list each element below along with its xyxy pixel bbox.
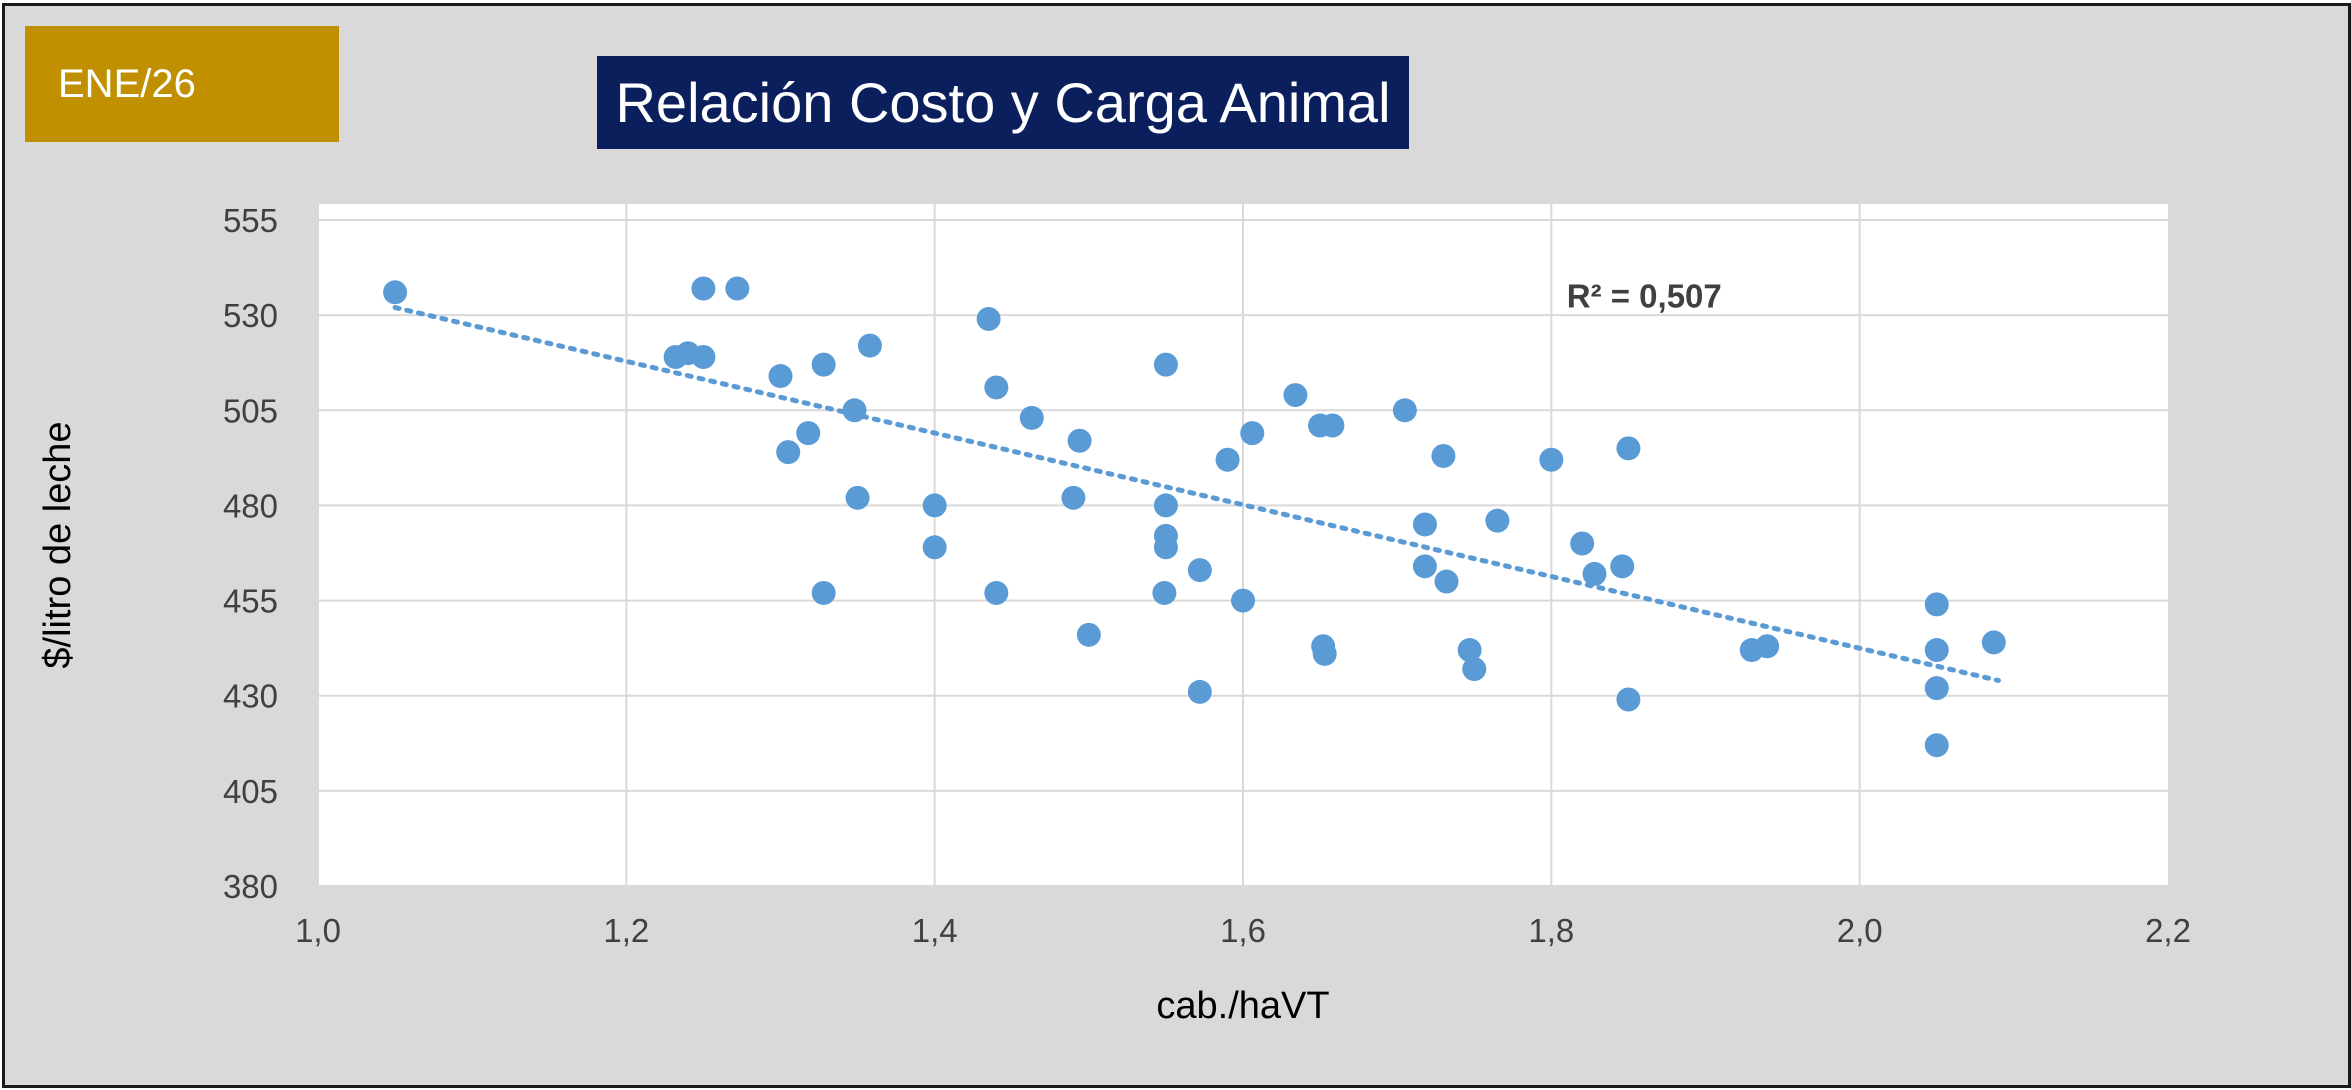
- trendline-group: [392, 305, 2001, 683]
- data-point: [1616, 687, 1641, 712]
- data-point: [1067, 428, 1092, 453]
- y-tick-label: 530: [223, 297, 278, 334]
- data-point: [1019, 405, 1044, 430]
- data-point: [857, 333, 882, 358]
- data-point: [1153, 352, 1178, 377]
- data-point: [1431, 443, 1456, 468]
- data-point: [1924, 592, 1949, 617]
- x-tick-label: 1,4: [912, 912, 958, 949]
- data-point: [691, 276, 716, 301]
- data-point: [984, 375, 1009, 400]
- data-point: [1462, 657, 1487, 682]
- data-point: [1582, 561, 1607, 586]
- data-point: [842, 398, 867, 423]
- r-squared-label: R² = 0,507: [1567, 278, 1722, 315]
- data-point: [1610, 554, 1635, 579]
- data-point: [1485, 508, 1510, 533]
- data-point: [1187, 558, 1212, 583]
- data-point: [691, 345, 716, 370]
- data-point: [1061, 485, 1086, 510]
- y-tick-label: 455: [223, 583, 278, 620]
- data-point: [1924, 676, 1949, 701]
- x-tick-label: 1,0: [295, 912, 341, 949]
- data-point: [811, 352, 836, 377]
- data-point: [1924, 638, 1949, 663]
- data-point: [1412, 554, 1437, 579]
- data-point: [796, 421, 821, 446]
- data-point: [976, 306, 1001, 331]
- data-point: [922, 493, 947, 518]
- data-point: [1153, 493, 1178, 518]
- chart-title: Relación Costo y Carga Animal: [597, 56, 1409, 149]
- data-point: [1981, 630, 2006, 655]
- x-axis-label: cab./haVT: [1156, 985, 1329, 1027]
- data-point: [922, 535, 947, 560]
- data-point: [1283, 383, 1308, 408]
- date-badge: ENE/26: [25, 26, 339, 142]
- data-point: [1312, 641, 1337, 666]
- data-point: [776, 440, 801, 465]
- y-axis-ticks: 380 405 430 455 480 505 530 555: [223, 202, 278, 905]
- data-point: [1076, 622, 1101, 647]
- data-point: [1616, 436, 1641, 461]
- y-tick-label: 430: [223, 678, 278, 715]
- date-badge-label: ENE/26: [58, 61, 196, 106]
- data-point: [1240, 421, 1265, 446]
- data-point: [1187, 679, 1212, 704]
- y-tick-label: 405: [223, 773, 278, 810]
- data-point: [1755, 634, 1780, 659]
- data-point: [984, 580, 1009, 605]
- data-point: [811, 580, 836, 605]
- data-point: [1215, 447, 1240, 472]
- x-tick-label: 1,2: [603, 912, 649, 949]
- data-point: [1231, 588, 1255, 613]
- y-tick-label: 480: [223, 487, 278, 524]
- data-point: [1320, 413, 1345, 438]
- y-tick-label: 505: [223, 392, 278, 429]
- data-point: [1152, 580, 1177, 605]
- y-tick-label: 555: [223, 202, 278, 239]
- data-point: [1392, 398, 1417, 423]
- data-point: [1570, 531, 1595, 556]
- data-point: [1457, 638, 1482, 663]
- data-point: [845, 485, 870, 510]
- data-point: [1434, 569, 1459, 594]
- data-point: [1924, 733, 1949, 758]
- data-point: [1412, 512, 1437, 537]
- data-point: [383, 280, 408, 305]
- data-point: [1153, 535, 1178, 560]
- x-tick-label: 2,2: [2145, 912, 2191, 949]
- data-point: [768, 364, 793, 389]
- data-point: [1539, 447, 1564, 472]
- chart-title-text: Relación Costo y Carga Animal: [615, 71, 1391, 134]
- x-tick-label: 1,6: [1220, 912, 1266, 949]
- data-point: [725, 276, 750, 301]
- y-tick-label: 380: [223, 868, 278, 905]
- x-tick-label: 1,8: [1528, 912, 1574, 949]
- x-tick-label: 2,0: [1837, 912, 1883, 949]
- data-points: [383, 276, 2006, 758]
- x-axis-ticks: 1,0 1,2 1,4 1,6 1,8 2,0 2,2: [295, 912, 2191, 949]
- y-axis-label: $/litro de leche: [37, 421, 79, 668]
- trendline: [392, 305, 2001, 683]
